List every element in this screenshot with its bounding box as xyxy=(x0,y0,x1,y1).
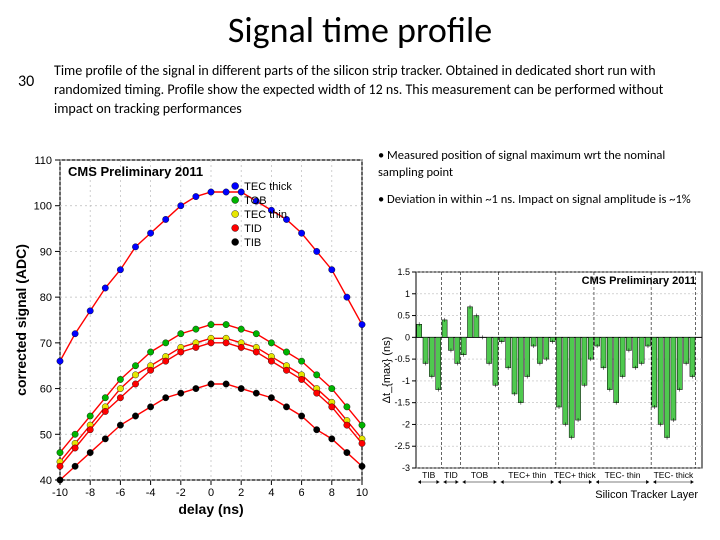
svg-text:6: 6 xyxy=(299,487,305,499)
svg-text:TEC+ thin: TEC+ thin xyxy=(508,470,546,480)
svg-text:delay (ns): delay (ns) xyxy=(178,501,243,517)
svg-text:TID: TID xyxy=(244,223,262,235)
svg-text:TEC- thick: TEC- thick xyxy=(654,470,694,480)
svg-text:8: 8 xyxy=(329,487,335,499)
svg-text:TID: TID xyxy=(444,470,458,480)
svg-text:60: 60 xyxy=(40,384,52,396)
svg-text:-1.5: -1.5 xyxy=(394,398,410,408)
svg-text:TEC thick: TEC thick xyxy=(244,181,292,193)
svg-text:1: 1 xyxy=(405,289,410,299)
svg-text:90: 90 xyxy=(40,246,52,258)
signal-profile-chart: -10 -8 -6 -4 -2 0 2 4 6 8 10 40 50 60 70 80 90 100 110 dela… xyxy=(10,150,370,520)
description-text: Time profile of the signal in different … xyxy=(54,62,694,119)
svg-text:-2: -2 xyxy=(176,487,186,499)
svg-text:0: 0 xyxy=(405,332,410,342)
svg-text:TEC- thin: TEC- thin xyxy=(605,470,641,480)
bullet-list: • Measured position of signal maximum wr… xyxy=(378,148,700,219)
svg-text:CMS Preliminary 2011: CMS Preliminary 2011 xyxy=(68,164,203,179)
svg-text:-4: -4 xyxy=(146,487,156,499)
svg-text:40: 40 xyxy=(40,475,52,487)
svg-text:TOB: TOB xyxy=(244,195,266,207)
svg-text:50: 50 xyxy=(40,429,52,441)
svg-text:TEC thin: TEC thin xyxy=(244,209,287,221)
svg-text:4: 4 xyxy=(268,487,274,499)
svg-text:-2.5: -2.5 xyxy=(394,441,410,451)
svg-text:Silicon Tracker Layer: Silicon Tracker Layer xyxy=(595,489,698,501)
svg-text:TIB: TIB xyxy=(244,237,261,249)
svg-text:corrected signal (ADC): corrected signal (ADC) xyxy=(13,244,29,396)
svg-text:TIB: TIB xyxy=(422,470,436,480)
svg-text:100: 100 xyxy=(34,201,52,213)
page-title: Signal time profile xyxy=(0,0,720,58)
svg-text:-8: -8 xyxy=(85,487,95,499)
svg-text:-3: -3 xyxy=(402,463,410,473)
svg-text:Δt_{max} (ns): Δt_{max} (ns) xyxy=(381,337,393,404)
svg-text:-2: -2 xyxy=(402,419,410,429)
svg-text:-1: -1 xyxy=(402,376,410,386)
svg-text:110: 110 xyxy=(34,155,52,167)
bullet-item: • Deviation in within ~1 ns. Impact on s… xyxy=(378,192,700,209)
svg-text:10: 10 xyxy=(356,487,368,499)
svg-text:-0.5: -0.5 xyxy=(394,354,410,364)
svg-text:TOB: TOB xyxy=(471,470,489,480)
svg-text:CMS Preliminary 2011: CMS Preliminary 2011 xyxy=(582,275,696,287)
svg-text:0: 0 xyxy=(208,487,214,499)
svg-text:TEC+ thick: TEC+ thick xyxy=(554,470,597,480)
svg-text:0.5: 0.5 xyxy=(397,311,410,321)
svg-text:-6: -6 xyxy=(116,487,126,499)
page-number: 30 xyxy=(18,72,34,91)
deviation-bar-chart: -3 -2.5 -2 -1.5 -1 -0.5 0 0.5 1 1.5 TIB TID TOB TEC+ … xyxy=(378,254,708,502)
svg-text:-10: -10 xyxy=(52,487,68,499)
svg-text:1.5: 1.5 xyxy=(397,267,410,277)
svg-text:2: 2 xyxy=(238,487,244,499)
svg-text:70: 70 xyxy=(40,338,52,350)
bullet-item: • Measured position of signal maximum wr… xyxy=(378,148,700,182)
svg-text:80: 80 xyxy=(40,292,52,304)
